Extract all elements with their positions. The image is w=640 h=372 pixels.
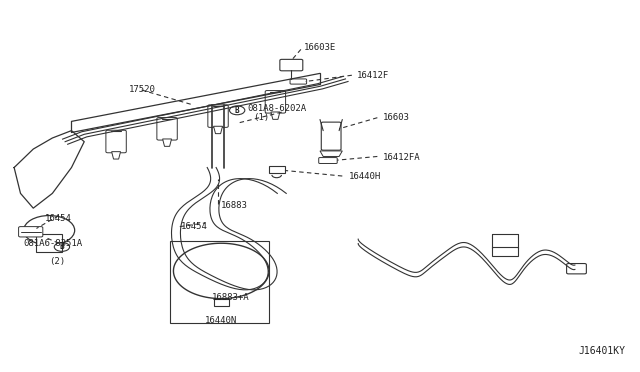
FancyBboxPatch shape — [19, 227, 43, 237]
Polygon shape — [111, 152, 120, 159]
FancyBboxPatch shape — [36, 234, 62, 253]
FancyBboxPatch shape — [280, 60, 303, 71]
FancyBboxPatch shape — [321, 122, 341, 150]
Polygon shape — [271, 112, 280, 119]
Text: 16883: 16883 — [221, 201, 248, 210]
FancyBboxPatch shape — [265, 90, 285, 113]
Text: 16603: 16603 — [383, 113, 410, 122]
Polygon shape — [214, 126, 223, 134]
FancyBboxPatch shape — [566, 263, 586, 274]
Polygon shape — [320, 151, 342, 157]
Text: 17520: 17520 — [129, 85, 156, 94]
Text: 16454: 16454 — [45, 214, 72, 223]
Text: B: B — [235, 106, 239, 115]
Text: 16603E: 16603E — [303, 43, 336, 52]
FancyBboxPatch shape — [290, 79, 307, 84]
Text: J16401KY: J16401KY — [579, 346, 626, 356]
Text: 16883+A: 16883+A — [212, 293, 250, 302]
FancyBboxPatch shape — [214, 299, 229, 306]
Bar — [170, 241, 269, 323]
FancyBboxPatch shape — [492, 247, 518, 256]
Text: 16412F: 16412F — [357, 71, 389, 80]
Text: (1): (1) — [253, 113, 269, 122]
Text: 16440N: 16440N — [205, 316, 237, 325]
Text: 081A6-8351A: 081A6-8351A — [24, 239, 83, 248]
Text: 16412FA: 16412FA — [383, 153, 420, 162]
FancyBboxPatch shape — [208, 105, 228, 127]
Text: 081A8-6202A: 081A8-6202A — [247, 104, 307, 113]
FancyBboxPatch shape — [269, 166, 285, 173]
Text: 16440H: 16440H — [349, 172, 381, 181]
FancyBboxPatch shape — [319, 158, 337, 163]
Text: 16454: 16454 — [181, 222, 208, 231]
Text: B: B — [60, 243, 64, 251]
FancyBboxPatch shape — [157, 118, 177, 140]
FancyBboxPatch shape — [106, 130, 126, 153]
Polygon shape — [163, 139, 172, 146]
Text: (2): (2) — [49, 257, 65, 266]
